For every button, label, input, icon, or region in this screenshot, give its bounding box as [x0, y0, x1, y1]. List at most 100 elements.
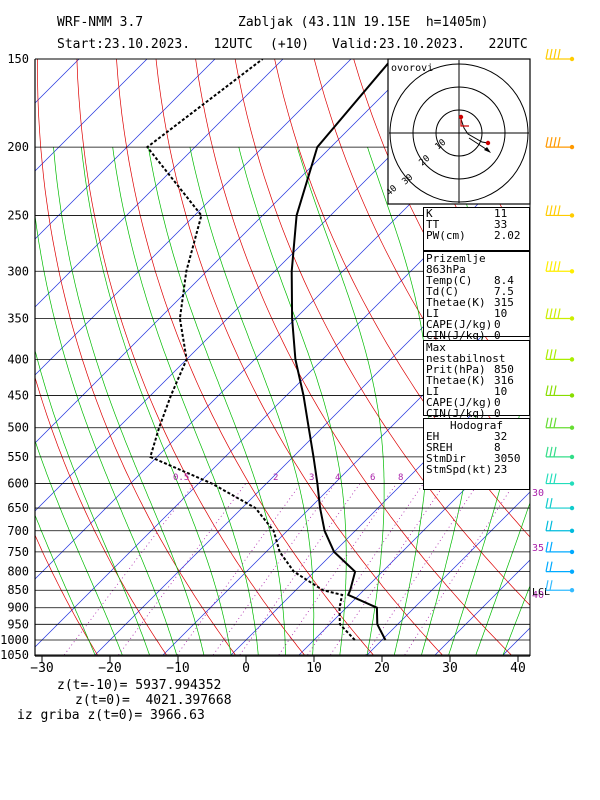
- surface-value: 7.5: [494, 285, 514, 298]
- isotherm-line: [162, 287, 530, 656]
- wind-barb: [545, 520, 575, 533]
- hodograph-point: [485, 140, 491, 146]
- pressure-tick-label: 1000: [0, 633, 29, 647]
- isotherm-line: [298, 423, 530, 656]
- dry-adiabat-line: [552, 59, 600, 655]
- pressure-tick-label: 200: [7, 140, 29, 154]
- dry-adiabat-line: [37, 59, 236, 656]
- mixing-ratio-label: 4: [335, 473, 340, 483]
- start-time: Start:23.10.2023. 12UTC: [57, 37, 253, 52]
- mixing-ratio-line: [118, 483, 247, 656]
- pressure-tick-label: 700: [7, 524, 29, 538]
- surface-row: CAPE(J/kg) 0: [424, 319, 529, 330]
- instab-key: CAPE(J/kg): [426, 396, 493, 409]
- wind-barb: [545, 417, 575, 430]
- pressure-tick-label: 300: [7, 264, 29, 278]
- moist-adiabat-line: [475, 501, 530, 656]
- dewpoint-profile: [145, 59, 356, 641]
- isotherm-line: [35, 59, 352, 376]
- hodo-key: StmSpd(kt): [426, 463, 493, 476]
- pressure-tick-label: 500: [7, 421, 29, 435]
- hodo-value: 3050: [494, 452, 521, 465]
- isotherm-line: [571, 59, 600, 655]
- moist-adiabat-line: [35, 213, 178, 656]
- instab-key: Prit(hPa): [426, 363, 486, 376]
- hodograph-box-title: Hodograf: [450, 419, 503, 432]
- pressure-tick-label: 150: [7, 52, 29, 66]
- surface-key: CAPE(J/kg): [426, 318, 493, 331]
- pressure-tick-label: 950: [7, 617, 29, 631]
- pressure-tick-label: 900: [7, 601, 29, 615]
- instab-value: 0: [494, 396, 501, 409]
- wind-barb: [545, 446, 575, 460]
- wind-barb: [545, 497, 575, 511]
- mixing-ratio-line: [330, 483, 446, 656]
- instab-row: Prit(hPa) 850: [424, 364, 529, 375]
- instab-value: 316: [494, 374, 514, 387]
- moist-adiabat-line: [448, 366, 530, 655]
- index-key: K: [426, 207, 433, 220]
- hodo-value: 32: [494, 430, 508, 443]
- instab-value: 850: [494, 363, 514, 376]
- index-value: 33: [494, 218, 508, 231]
- pressure-tick-label: 750: [7, 545, 29, 559]
- forecast-offset: (+10): [270, 37, 310, 52]
- temperature-tick-label: 20: [374, 661, 390, 676]
- index-key: TT: [426, 218, 440, 231]
- wind-barb: [545, 205, 575, 218]
- moist-adiabat-line: [189, 147, 315, 655]
- surface-box: Prizemlje 863hPa Temp(C) 8.4 Td(C) 7.5 Theta…: [423, 251, 530, 341]
- surface-value: 315: [494, 296, 514, 309]
- moist-adiabat-line: [148, 147, 286, 655]
- hodo-key: SREH: [426, 441, 453, 454]
- surface-row: LI 10: [424, 308, 529, 319]
- pressure-tick-label: 600: [7, 477, 29, 491]
- moist-adiabat-line: [35, 439, 123, 656]
- pressure-tick-label: 450: [7, 388, 29, 402]
- temperature-tick-label: −10: [166, 661, 189, 676]
- wind-barb: [545, 136, 575, 150]
- moist-adiabat-line: [81, 147, 232, 655]
- surface-row: Td(C) 7.5: [424, 286, 529, 297]
- valid-time: Valid:23.10.2023. 22UTC: [332, 37, 528, 52]
- wind-barb: [545, 261, 575, 274]
- isotherm-line: [35, 59, 284, 308]
- hodo-row: StmDir 3050: [424, 453, 529, 464]
- temperature-tick-label: −20: [98, 661, 121, 676]
- instab-value: 10: [494, 385, 508, 398]
- instability-box: Max nestabilnost Prit(hPa) 850 Thetae(K) 31…: [423, 340, 530, 420]
- temperature-tick-label: 40: [510, 661, 526, 676]
- mixing-ratio-line: [176, 483, 302, 656]
- index-row: K 11: [424, 208, 529, 219]
- moist-adiabat-line: [35, 514, 96, 656]
- surface-box-title: Prizemlje 863hPa: [426, 252, 486, 276]
- index-value: 2.02: [494, 229, 521, 242]
- isotherm-line: [35, 59, 216, 240]
- moist-adiabat-line: [367, 146, 430, 655]
- mixing-ratio-line: [63, 483, 195, 656]
- temperature-tick-label: 10: [306, 661, 322, 676]
- stability-index-box: K 11 TT 33 PW(cm) 2.02: [423, 207, 530, 251]
- moist-adiabat-line: [53, 147, 205, 655]
- hodograph-shear: [460, 117, 469, 127]
- isotherm-line: [366, 491, 530, 656]
- instab-row: CAPE(J/kg) 0: [424, 397, 529, 408]
- model-title: WRF-NMM 3.7: [57, 15, 144, 30]
- mixing-ratio-label: 6: [370, 473, 375, 483]
- pressure-tick-label: 350: [7, 311, 29, 325]
- instab-key: Thetae(K): [426, 374, 486, 387]
- temperature-profile: [290, 59, 393, 641]
- surface-key: Temp(C): [426, 274, 473, 287]
- hodograph-box: Hodograf EH 32 SREH 8 StmDir 3050 StmSpd(kt) 23: [423, 418, 530, 490]
- wind-barb: [545, 385, 575, 398]
- surface-value: 0: [494, 329, 501, 342]
- wind-barb: [545, 541, 575, 555]
- hodo-value: 8: [494, 441, 501, 454]
- mixing-ratio-line: [404, 483, 515, 656]
- hodo-key: StmDir: [426, 452, 466, 465]
- dry-adiabat-line: [591, 59, 600, 655]
- z-minus10: z(t=-10)= 5937.994352: [57, 678, 222, 693]
- instab-key: CIN(J/kg): [426, 407, 486, 420]
- wind-barb: [545, 561, 575, 574]
